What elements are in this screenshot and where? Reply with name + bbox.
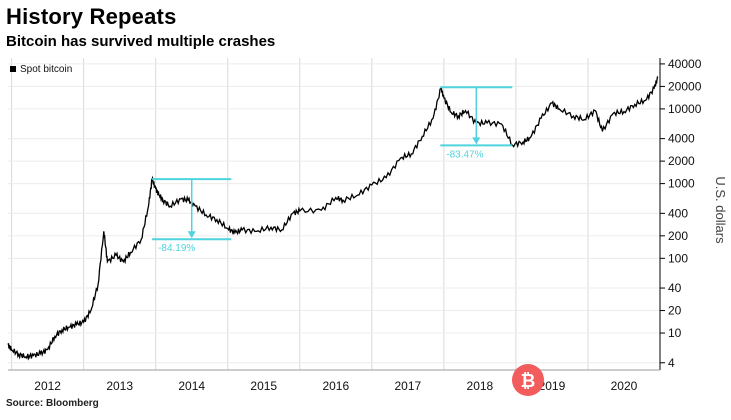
chart-title: History Repeats xyxy=(6,4,177,29)
crash-percent-label: -83.47% xyxy=(446,149,483,160)
y-tick-label: 200 xyxy=(668,229,688,243)
y-tick-label: 2000 xyxy=(668,154,695,168)
y-tick-label: 10000 xyxy=(668,102,702,116)
spot-bitcoin-line xyxy=(7,75,659,361)
y-tick-label: 40000 xyxy=(668,57,702,71)
x-tick-label: 2015 xyxy=(250,379,277,393)
y-tick-label: 4 xyxy=(668,356,675,370)
y-axis-label: U.S. dollars xyxy=(713,176,728,244)
crash-arrow-head xyxy=(187,231,196,239)
chart-subtitle: Bitcoin has survived multiple crashes xyxy=(6,33,276,50)
chart-source: Source: Bloomberg xyxy=(6,398,99,409)
bitcoin-logo-icon xyxy=(512,364,544,396)
y-tick-label: 20 xyxy=(668,304,682,318)
x-tick-label: 2019 xyxy=(539,379,566,393)
crash-percent-label: -84.19% xyxy=(158,243,195,254)
bitcoin-logo-glyph: ₿ xyxy=(521,371,536,391)
y-tick-label: 40 xyxy=(668,281,682,295)
x-tick-label: 2014 xyxy=(178,379,205,393)
legend-swatch xyxy=(10,66,16,72)
y-tick-label: 1000 xyxy=(668,177,695,191)
x-tick-label: 2020 xyxy=(611,379,638,393)
y-tick-label: 400 xyxy=(668,206,688,220)
x-tick-label: 2016 xyxy=(322,379,349,393)
x-tick-label: 2013 xyxy=(106,379,133,393)
crash-arrow-head xyxy=(472,137,481,145)
y-tick-label: 10 xyxy=(668,326,682,340)
y-tick-label: 4000 xyxy=(668,132,695,146)
x-tick-label: 2012 xyxy=(34,379,61,393)
y-tick-label: 100 xyxy=(668,251,688,265)
x-tick-label: 2017 xyxy=(394,379,421,393)
legend-label: Spot bitcoin xyxy=(20,64,72,75)
y-tick-label: 20000 xyxy=(668,79,702,93)
x-tick-label: 2018 xyxy=(467,379,494,393)
